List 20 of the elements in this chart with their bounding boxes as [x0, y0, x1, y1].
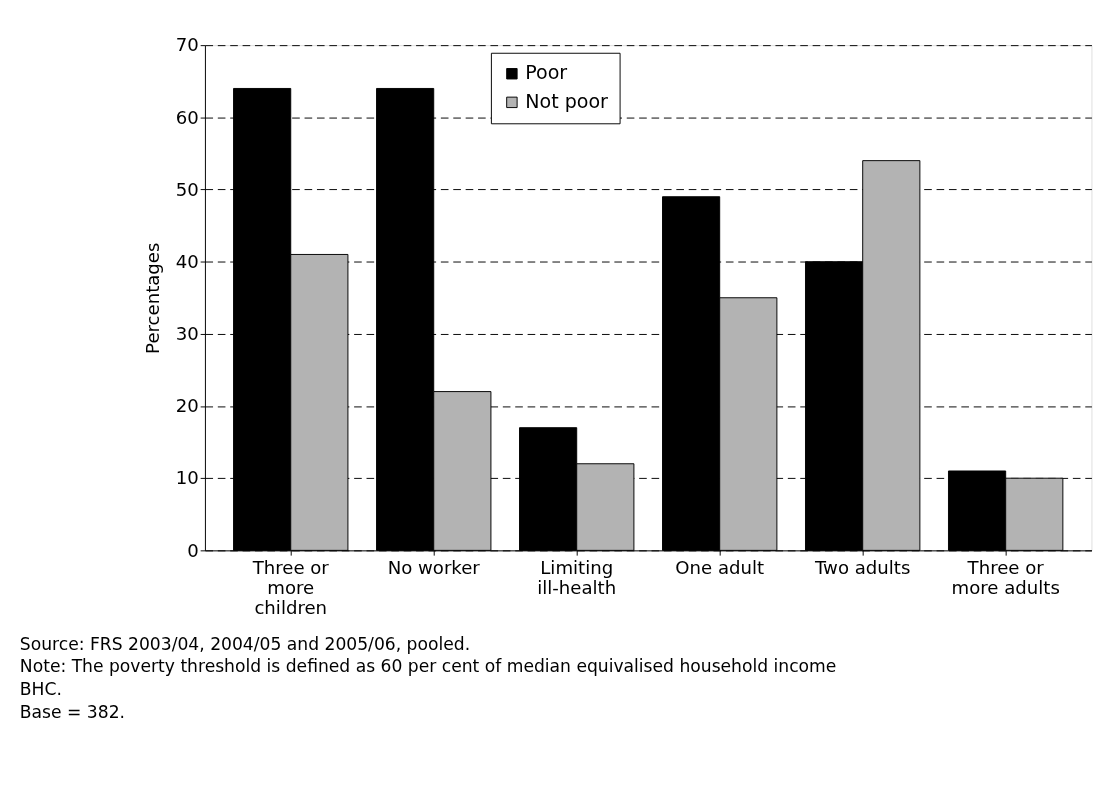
y-tick-label: 60 — [175, 106, 199, 128]
x-tick-label: Three or more children — [251, 556, 330, 618]
legend-label: Poor — [525, 61, 568, 84]
y-tick-label: 50 — [175, 178, 199, 200]
x-tick-label: No worker — [387, 556, 481, 578]
y-tick-label: 20 — [175, 395, 199, 417]
y-tick-label: 70 — [175, 34, 199, 56]
x-tick-label: Two adults — [814, 556, 911, 578]
text: Base = 382. — [19, 702, 126, 723]
x-tick-label: Limiting ill-health — [537, 556, 617, 598]
y-axis-title: Percentages — [141, 242, 163, 354]
source-note: Source: FRS 2003/04, 2004/05 and 2005/06, pooled. — [19, 633, 471, 654]
y-tick-label: 10 — [175, 467, 199, 489]
x-tick-label: One adult — [675, 556, 765, 578]
text: Note: The poverty threshold is defined as 60 per cent of median equivalised household income BHC. — [19, 656, 837, 700]
x-tick-label: Three or more adults — [951, 556, 1060, 598]
y-tick-label: 30 — [175, 323, 199, 345]
y-tick-label: 0 — [187, 539, 199, 561]
y-tick-label: 40 — [175, 250, 199, 272]
legend-label: Not poor — [525, 90, 609, 113]
